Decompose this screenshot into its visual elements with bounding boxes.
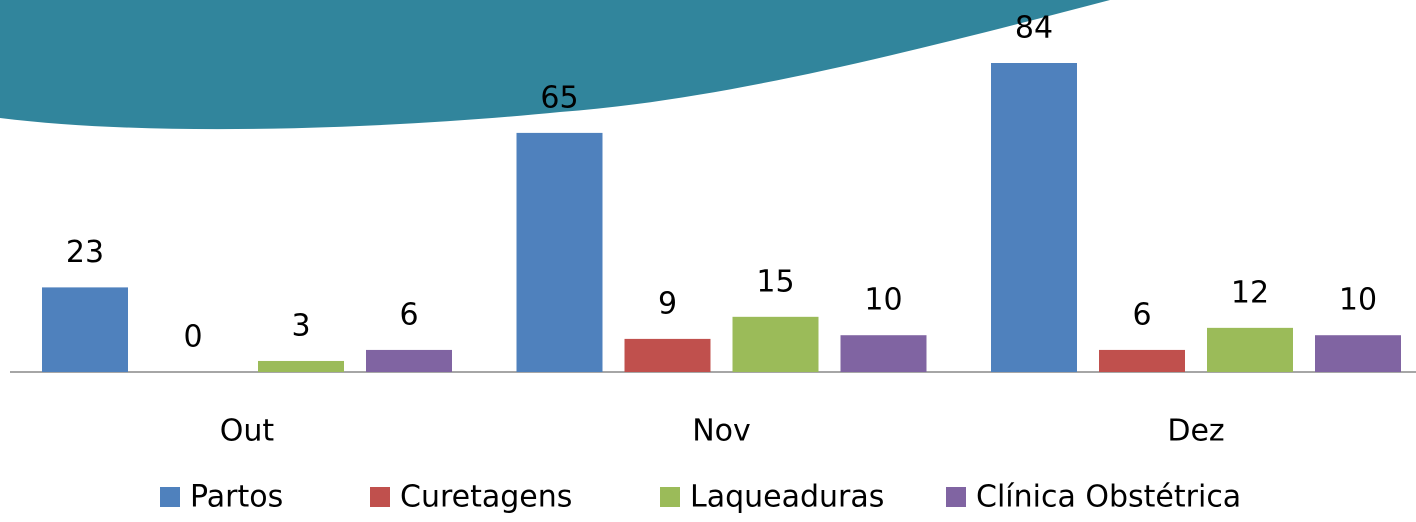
legend-swatch xyxy=(946,487,966,507)
bar xyxy=(1099,350,1185,372)
legend-swatch xyxy=(370,487,390,507)
bar xyxy=(258,361,344,372)
legend-swatch xyxy=(660,487,680,507)
bar xyxy=(841,335,927,372)
value-label: 12 xyxy=(1231,275,1269,310)
page: Out 23 0 3 6 Nov 65 9 15 10 Dez 84 6 12 10 Partos Cureta… xyxy=(0,0,1416,522)
x-tick-label: Dez xyxy=(1167,414,1224,449)
value-label: 3 xyxy=(291,308,310,343)
value-label: 10 xyxy=(1339,283,1377,318)
value-label: 9 xyxy=(658,286,677,321)
value-label: 0 xyxy=(183,320,202,355)
value-label: 84 xyxy=(1015,11,1053,46)
bar xyxy=(733,317,819,372)
x-tick-label: Nov xyxy=(692,414,751,449)
bar xyxy=(366,350,452,372)
x-tick-label: Out xyxy=(220,414,275,449)
value-label: 6 xyxy=(399,297,418,332)
legend-label: Partos xyxy=(190,480,283,515)
bar xyxy=(1315,335,1401,372)
chart: Out 23 0 3 6 Nov 65 9 15 10 Dez 84 6 12 10 Partos Cureta… xyxy=(0,0,1416,522)
bar xyxy=(1207,328,1293,372)
value-label: 65 xyxy=(540,80,578,115)
bar xyxy=(517,133,603,372)
value-label: 6 xyxy=(1132,297,1151,332)
value-label: 23 xyxy=(66,235,104,270)
legend-label: Laqueaduras xyxy=(690,480,884,515)
bar xyxy=(991,63,1077,372)
bar xyxy=(42,287,128,372)
value-label: 15 xyxy=(756,264,794,299)
legend-swatch xyxy=(160,487,180,507)
legend-label: Curetagens xyxy=(400,480,572,515)
value-label: 10 xyxy=(864,283,902,318)
bar xyxy=(625,339,711,372)
legend-label: Clínica Obstétrica xyxy=(976,480,1241,515)
